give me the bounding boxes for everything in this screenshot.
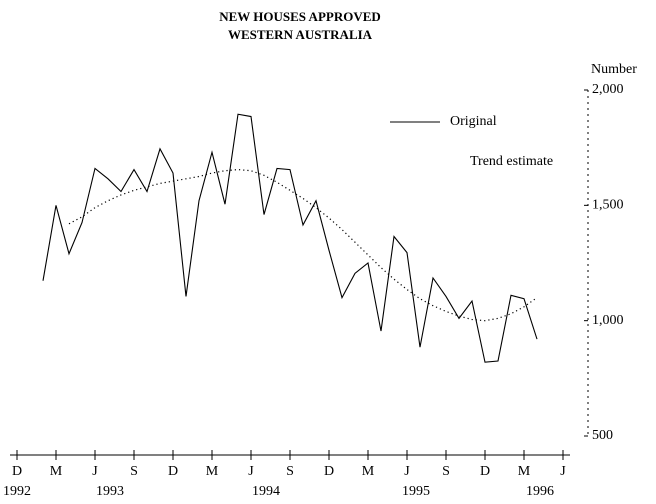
series-line [68, 168, 538, 322]
y-tick-label: 1,500 [592, 198, 624, 213]
x-tick-label: M [50, 464, 63, 479]
year-label: 1994 [252, 484, 280, 499]
year-label: 1995 [402, 484, 430, 499]
chart-title: NEW HOUSES APPROVED [219, 9, 381, 24]
x-tick-label: D [12, 464, 22, 479]
x-tick-label: S [442, 464, 450, 479]
y-tick-label: 2,000 [592, 82, 624, 97]
x-tick-label: M [206, 464, 219, 479]
x-tick-label: S [130, 464, 138, 479]
x-tick-label: D [168, 464, 178, 479]
legend-label: Trend estimate [470, 154, 553, 169]
year-label: 1996 [526, 484, 554, 499]
y-tick-label: 500 [592, 428, 613, 443]
legend-label: Original [450, 114, 497, 129]
y-axis-label: Number [591, 62, 637, 77]
x-tick-label: S [286, 464, 294, 479]
x-tick-label: J [560, 464, 566, 479]
x-tick-label: M [362, 464, 375, 479]
x-tick-label: M [518, 464, 531, 479]
x-tick-label: D [324, 464, 334, 479]
year-label: 1992 [3, 484, 31, 499]
year-label: 1993 [96, 484, 124, 499]
chart-subtitle: WESTERN AUSTRALIA [228, 27, 373, 42]
x-tick-label: J [404, 464, 410, 479]
x-tick-label: J [92, 464, 98, 479]
series-line [42, 113, 538, 363]
x-tick-label: D [480, 464, 490, 479]
y-tick-label: 1,000 [592, 313, 624, 328]
x-tick-label: J [248, 464, 254, 479]
